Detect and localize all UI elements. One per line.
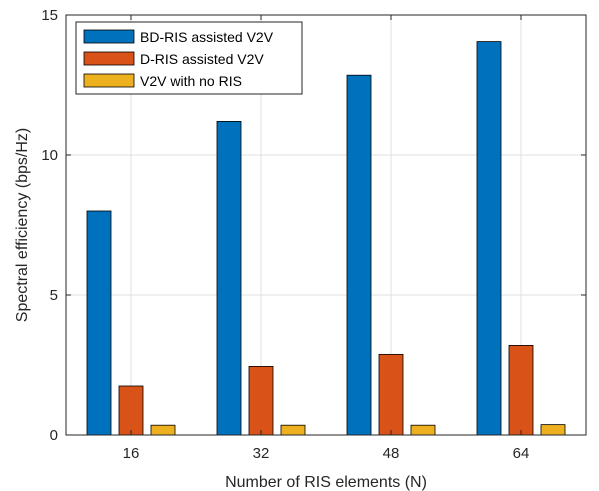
legend-swatch — [83, 29, 135, 44]
bar — [508, 344, 534, 436]
legend-swatch — [83, 51, 135, 66]
bar — [216, 121, 242, 436]
bar — [378, 353, 404, 436]
bar — [86, 210, 112, 436]
y-tick-label: 5 — [50, 287, 58, 304]
legend-label: D-RIS assisted V2V — [140, 51, 264, 67]
y-tick-label: 10 — [41, 147, 58, 164]
bar — [150, 424, 176, 436]
legend-swatch — [83, 73, 135, 88]
axis-ticks: 16 32 48 64 0 5 10 15 — [41, 7, 586, 462]
x-tick-label: 64 — [513, 445, 530, 462]
bar — [248, 365, 274, 436]
bars — [86, 41, 566, 436]
x-tick-label: 16 — [123, 445, 140, 462]
bar — [280, 424, 306, 436]
bar — [346, 74, 372, 436]
bar — [540, 424, 566, 436]
x-tick-label: 32 — [253, 445, 270, 462]
y-tick-label: 15 — [41, 7, 58, 24]
bar — [476, 41, 502, 436]
plot-area-border — [65, 14, 587, 436]
legend-label: V2V with no RIS — [140, 73, 242, 89]
x-tick-label: 48 — [383, 445, 400, 462]
bar — [410, 424, 436, 436]
legend-label: BD-RIS assisted V2V — [140, 29, 274, 45]
y-tick-label: 0 — [50, 427, 58, 444]
x-axis-title: Number of RIS elements (N) — [225, 474, 427, 491]
y-axis-title: Spectral efficiency (bps/Hz) — [14, 128, 31, 322]
legend: BD-RIS assisted V2V D-RIS assisted V2V V2V… — [75, 21, 303, 95]
bar — [118, 385, 144, 436]
